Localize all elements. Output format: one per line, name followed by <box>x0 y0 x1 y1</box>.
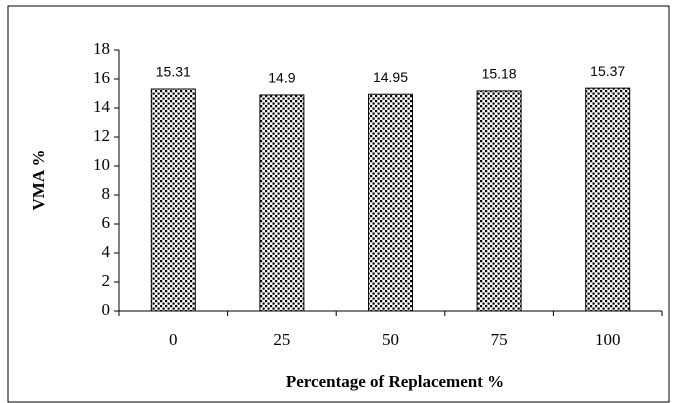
y-tick-label: 0 <box>102 300 111 319</box>
y-tick-label: 12 <box>93 126 110 145</box>
chart-border <box>7 5 670 403</box>
x-tick-label: 50 <box>382 330 399 349</box>
value-label: 14.9 <box>268 70 295 86</box>
y-tick-label: 16 <box>93 68 110 87</box>
y-tick-label: 18 <box>93 39 110 58</box>
x-tick-label: 75 <box>491 330 508 349</box>
value-label: 15.37 <box>590 63 625 79</box>
y-tick-label: 14 <box>93 97 111 116</box>
value-label: 15.31 <box>156 64 191 80</box>
bar <box>476 90 522 312</box>
x-tick-label: 0 <box>169 330 178 349</box>
x-tick-label: 25 <box>273 330 290 349</box>
y-tick-label: 8 <box>102 184 111 203</box>
y-tick-label: 10 <box>93 155 110 174</box>
value-label: 14.95 <box>373 69 408 85</box>
x-tick-label: 100 <box>595 330 621 349</box>
value-label: 15.18 <box>482 66 517 82</box>
bar <box>368 93 413 312</box>
bar <box>259 94 305 312</box>
y-tick-label: 2 <box>102 271 111 290</box>
bar <box>150 88 196 312</box>
y-tick-label: 6 <box>102 213 111 232</box>
bar <box>585 87 631 312</box>
y-axis-label: VMA % <box>29 150 48 211</box>
x-axis-label: Percentage of Replacement % <box>286 372 504 391</box>
y-tick-label: 4 <box>102 242 111 261</box>
